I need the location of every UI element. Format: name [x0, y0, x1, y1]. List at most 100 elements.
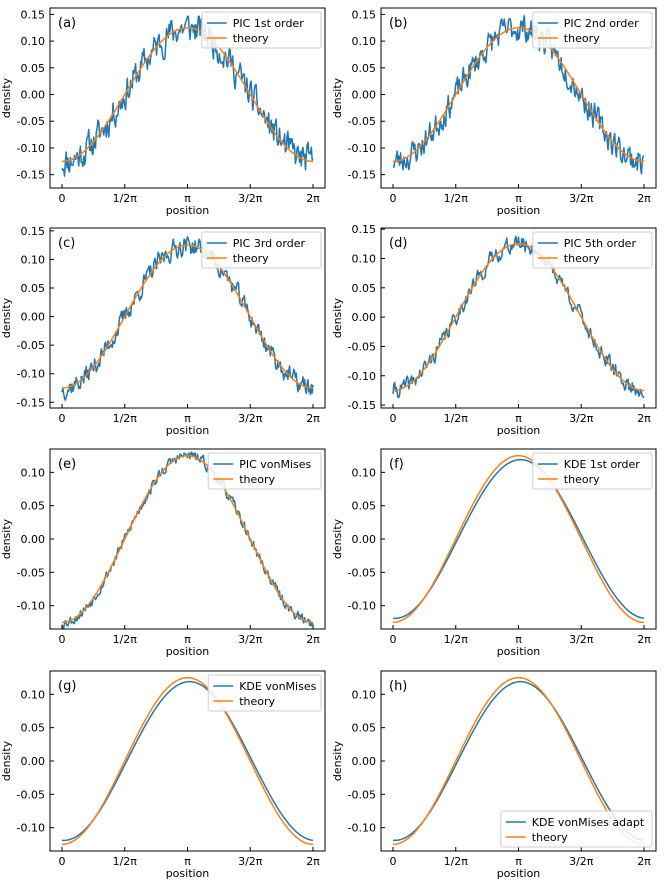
y-tick-label: 0.00 — [21, 89, 46, 102]
y-tick-label: 0.10 — [352, 466, 377, 479]
x-tick-label: 0 — [59, 412, 66, 425]
legend-label: PIC 5th order — [564, 237, 637, 250]
panel-label: (g) — [58, 679, 76, 694]
x-tick-label: π — [184, 633, 191, 646]
y-tick-label: -0.05 — [348, 566, 376, 579]
panel-label: (f) — [389, 457, 404, 472]
legend: PIC 1st order theory — [201, 11, 322, 49]
y-tick-label: 0.05 — [352, 500, 377, 513]
legend-label: theory — [233, 32, 269, 45]
x-tick-label: 0 — [390, 192, 397, 205]
x-axis-label: position — [166, 204, 210, 217]
legend-box — [532, 11, 653, 49]
x-tick-label: 2π — [637, 192, 651, 205]
series-line-theory — [392, 27, 645, 163]
y-tick-label: 0.15 — [21, 8, 46, 21]
x-tick-label: 2π — [306, 633, 320, 646]
series-line-theory — [61, 676, 314, 846]
panel-label: (d) — [389, 236, 407, 251]
x-tick-label: 2π — [306, 192, 320, 205]
x-tick-label: 1/2π — [113, 855, 138, 868]
panel-f: 0 1/2π π 3/2π 2π -0.10 -0.05 0.00 0.05 0.10 positi… — [331, 448, 657, 658]
y-tick-label: 0.05 — [352, 62, 377, 75]
series-line-theory — [61, 244, 314, 389]
x-tick-label: 0 — [59, 633, 66, 646]
y-tick-label: -0.05 — [348, 788, 376, 801]
x-tick-label: 3/2π — [569, 633, 594, 646]
y-tick-label: -0.05 — [17, 566, 45, 579]
y-tick-label: 0.10 — [352, 35, 377, 48]
x-axis-label: position — [497, 424, 541, 437]
x-tick-label: 1/2π — [444, 855, 469, 868]
y-axis-label: density — [0, 740, 13, 781]
series-line-theory — [392, 454, 645, 624]
legend-label: theory — [233, 252, 269, 265]
legend: PIC 5th order theory — [532, 231, 653, 269]
panel-label: (h) — [389, 679, 407, 694]
panel-label: (a) — [58, 16, 76, 31]
panel-e: 0 1/2π π 3/2π 2π -0.10 -0.05 0.00 0.05 0.10 positi… — [0, 448, 326, 658]
x-tick-label: π — [515, 855, 522, 868]
x-tick-label: π — [184, 412, 191, 425]
x-tick-label: π — [515, 633, 522, 646]
legend-label: PIC vonMises — [239, 458, 311, 471]
y-tick-label: 0.05 — [21, 282, 46, 295]
y-axis-label: density — [0, 518, 13, 559]
x-tick-label: 3/2π — [569, 855, 594, 868]
legend-box — [201, 11, 322, 49]
series-line-pic-1st-order — [61, 15, 314, 177]
y-axis-label: density — [0, 77, 13, 118]
y-axis-label: density — [331, 297, 344, 338]
legend-label: theory — [532, 831, 568, 844]
y-tick-label: -0.05 — [348, 115, 376, 128]
legend: PIC vonMises theory — [207, 452, 322, 490]
series-line-theory — [61, 454, 314, 624]
x-axis-label: position — [166, 424, 210, 437]
x-tick-label: 2π — [637, 855, 651, 868]
y-tick-label: 0.00 — [21, 755, 46, 768]
x-tick-label: 0 — [59, 192, 66, 205]
x-tick-label: 3/2π — [238, 192, 263, 205]
x-tick-label: 2π — [306, 412, 320, 425]
legend-label: PIC 3rd order — [233, 237, 306, 250]
series-line-pic-vonmises — [61, 451, 314, 629]
x-tick-label: 1/2π — [444, 412, 469, 425]
y-tick-label: -0.15 — [17, 396, 45, 409]
y-axis-label: density — [331, 77, 344, 118]
series-line-theory — [392, 243, 645, 392]
y-tick-label: -0.05 — [17, 339, 45, 352]
legend-box — [500, 810, 653, 848]
x-tick-label: π — [515, 192, 522, 205]
legend-box — [207, 452, 322, 490]
legend-box — [207, 674, 322, 712]
y-tick-label: -0.15 — [348, 399, 376, 412]
y-tick-label: -0.05 — [348, 340, 376, 353]
panel-label: (e) — [58, 457, 76, 472]
x-tick-label: 3/2π — [238, 855, 263, 868]
y-tick-label: 0.15 — [352, 223, 377, 236]
y-tick-label: 0.10 — [21, 466, 46, 479]
legend: PIC 3rd order theory — [201, 231, 322, 269]
y-tick-label: 0.05 — [352, 282, 377, 295]
legend: KDE vonMises theory — [207, 674, 322, 712]
legend: KDE vonMises adapt theory — [500, 810, 653, 848]
x-tick-label: 0 — [390, 855, 397, 868]
y-tick-label: -0.10 — [348, 142, 376, 155]
x-tick-label: 1/2π — [113, 192, 138, 205]
x-tick-label: π — [515, 412, 522, 425]
x-tick-label: 3/2π — [569, 412, 594, 425]
legend-label: theory — [239, 695, 275, 708]
y-tick-label: 0.00 — [352, 755, 377, 768]
legend-label: KDE vonMises — [239, 680, 316, 693]
y-tick-label: 0.00 — [352, 311, 377, 324]
legend-label: KDE 1st order — [564, 458, 640, 471]
y-tick-label: -0.10 — [348, 370, 376, 383]
y-tick-label: -0.10 — [17, 142, 45, 155]
y-tick-label: -0.10 — [17, 822, 45, 835]
y-tick-label: 0.00 — [352, 533, 377, 546]
legend: PIC 2nd order theory — [532, 11, 653, 49]
y-tick-label: 0.15 — [21, 225, 46, 238]
y-tick-label: 0.05 — [21, 500, 46, 513]
x-tick-label: 0 — [59, 855, 66, 868]
